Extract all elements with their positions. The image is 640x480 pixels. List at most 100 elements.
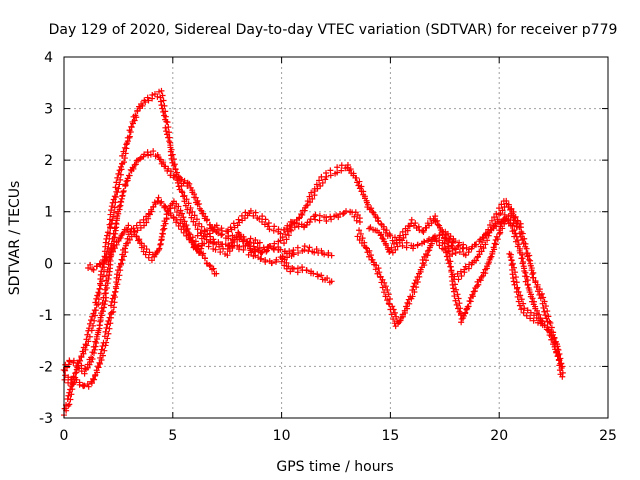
data-point bbox=[199, 210, 206, 217]
data-point bbox=[189, 208, 196, 215]
data-point bbox=[149, 91, 156, 98]
data-point bbox=[413, 284, 420, 291]
data-point bbox=[484, 263, 491, 270]
data-point bbox=[510, 275, 517, 282]
data-point bbox=[251, 248, 258, 255]
data-point bbox=[521, 268, 528, 275]
data-point bbox=[469, 291, 476, 298]
data-point bbox=[448, 267, 455, 274]
data-point bbox=[366, 225, 373, 232]
data-point bbox=[283, 236, 290, 243]
data-point bbox=[82, 341, 89, 348]
data-point bbox=[460, 241, 467, 248]
data-point bbox=[123, 178, 130, 185]
data-point bbox=[456, 248, 463, 255]
data-point bbox=[476, 238, 483, 245]
data-point bbox=[145, 152, 152, 159]
data-point bbox=[266, 226, 273, 233]
data-point bbox=[160, 108, 167, 115]
data-point bbox=[445, 243, 452, 250]
data-point bbox=[187, 204, 194, 211]
data-point bbox=[161, 163, 168, 170]
data-point bbox=[115, 276, 122, 283]
data-point bbox=[520, 300, 527, 307]
data-point bbox=[388, 311, 395, 318]
data-point bbox=[455, 276, 462, 283]
data-point bbox=[386, 296, 393, 303]
data-point bbox=[493, 233, 500, 240]
data-point bbox=[406, 223, 413, 230]
data-point bbox=[180, 180, 187, 187]
data-point bbox=[353, 217, 360, 224]
data-point bbox=[158, 87, 165, 94]
data-point bbox=[395, 320, 402, 327]
data-point bbox=[106, 314, 113, 321]
series-7 bbox=[279, 243, 335, 262]
data-point bbox=[170, 213, 177, 220]
data-point bbox=[91, 376, 98, 383]
data-point bbox=[279, 253, 286, 260]
data-point bbox=[409, 293, 416, 300]
data-point bbox=[509, 228, 516, 235]
data-point bbox=[545, 327, 552, 334]
data-point bbox=[540, 294, 547, 301]
data-point bbox=[277, 230, 284, 237]
data-point bbox=[157, 200, 164, 207]
data-point bbox=[536, 286, 543, 293]
data-point bbox=[328, 278, 335, 285]
data-point bbox=[157, 241, 164, 248]
data-point bbox=[224, 228, 231, 235]
y-tick-label: 2 bbox=[44, 153, 53, 169]
y-tick-label: 0 bbox=[44, 256, 53, 272]
data-point bbox=[98, 278, 105, 285]
data-point bbox=[303, 221, 310, 228]
data-point bbox=[420, 229, 427, 236]
data-point bbox=[166, 205, 173, 212]
data-point bbox=[145, 97, 152, 104]
data-point bbox=[181, 218, 188, 225]
data-point bbox=[122, 245, 129, 252]
data-point bbox=[98, 310, 105, 317]
data-point bbox=[382, 293, 389, 300]
data-point bbox=[105, 330, 112, 337]
data-point bbox=[186, 180, 193, 187]
data-point bbox=[110, 304, 117, 311]
data-point bbox=[157, 98, 164, 105]
data-point bbox=[112, 184, 119, 191]
data-point bbox=[190, 244, 197, 251]
data-point bbox=[91, 317, 98, 324]
data-point bbox=[201, 240, 208, 247]
y-tick-label: 3 bbox=[44, 102, 53, 118]
data-point bbox=[175, 212, 182, 219]
series-5 bbox=[194, 207, 363, 242]
data-point bbox=[204, 227, 211, 234]
data-point bbox=[306, 244, 313, 251]
data-point bbox=[62, 372, 69, 379]
data-point bbox=[242, 242, 249, 249]
data-point bbox=[85, 264, 92, 271]
data-point bbox=[159, 226, 166, 233]
data-point bbox=[356, 227, 363, 234]
data-point bbox=[557, 355, 564, 362]
x-tick-label: 20 bbox=[490, 428, 508, 444]
data-point bbox=[172, 166, 179, 173]
data-point bbox=[303, 202, 310, 209]
data-point bbox=[95, 301, 102, 308]
data-point bbox=[164, 208, 171, 215]
data-point bbox=[411, 288, 418, 295]
data-point bbox=[408, 216, 415, 223]
data-point bbox=[499, 207, 506, 214]
data-point bbox=[501, 211, 508, 218]
data-point bbox=[189, 189, 196, 196]
data-point bbox=[426, 244, 433, 251]
data-point bbox=[117, 234, 124, 241]
data-point bbox=[91, 307, 98, 314]
data-point bbox=[270, 245, 277, 252]
data-point bbox=[122, 182, 129, 189]
data-point bbox=[507, 206, 514, 213]
data-point bbox=[488, 226, 495, 233]
data-point bbox=[392, 246, 399, 253]
data-point bbox=[360, 191, 367, 198]
data-point bbox=[161, 218, 168, 225]
data-point bbox=[246, 245, 253, 252]
